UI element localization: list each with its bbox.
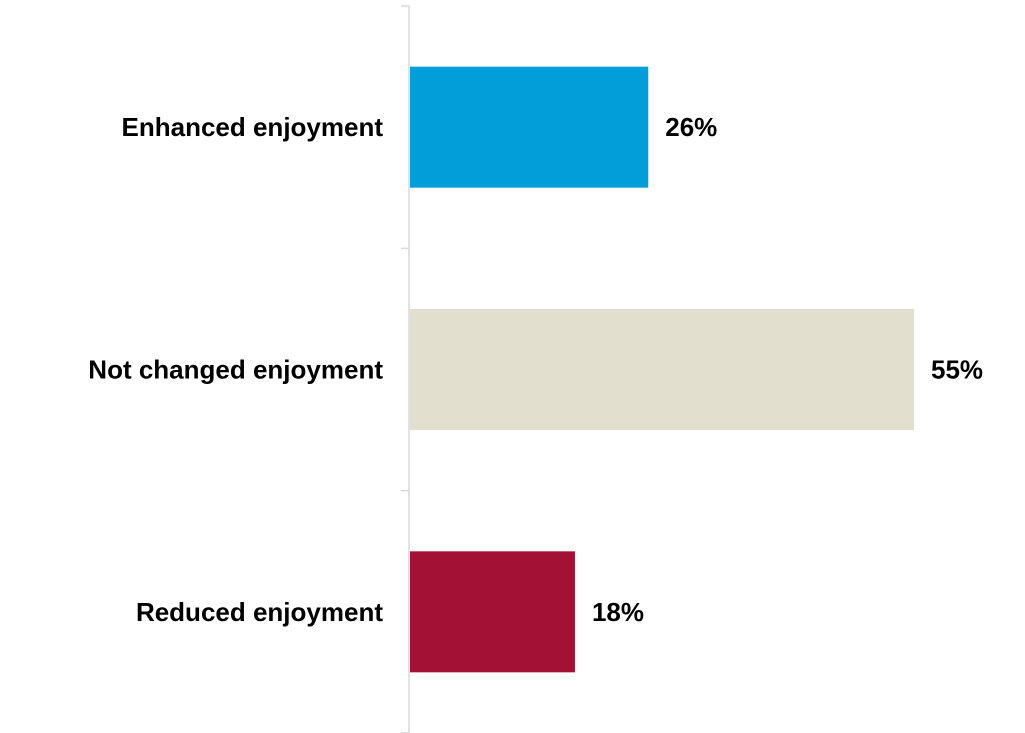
value-label: 26% [665, 112, 717, 142]
bar-reduced-enjoyment [410, 551, 575, 673]
value-label: 18% [592, 597, 644, 627]
bars [410, 66, 914, 673]
labels: Enhanced enjoyment 26% Not changed enjoyme… [88, 112, 983, 627]
value-label: 55% [931, 355, 983, 385]
category-label: Enhanced enjoyment [122, 112, 384, 142]
category-label: Reduced enjoyment [136, 597, 383, 627]
category-axis [401, 5, 410, 733]
bar-enhanced-enjoyment [410, 66, 649, 188]
bar-not-changed-enjoyment [410, 309, 914, 430]
category-label: Not changed enjoyment [88, 355, 383, 385]
